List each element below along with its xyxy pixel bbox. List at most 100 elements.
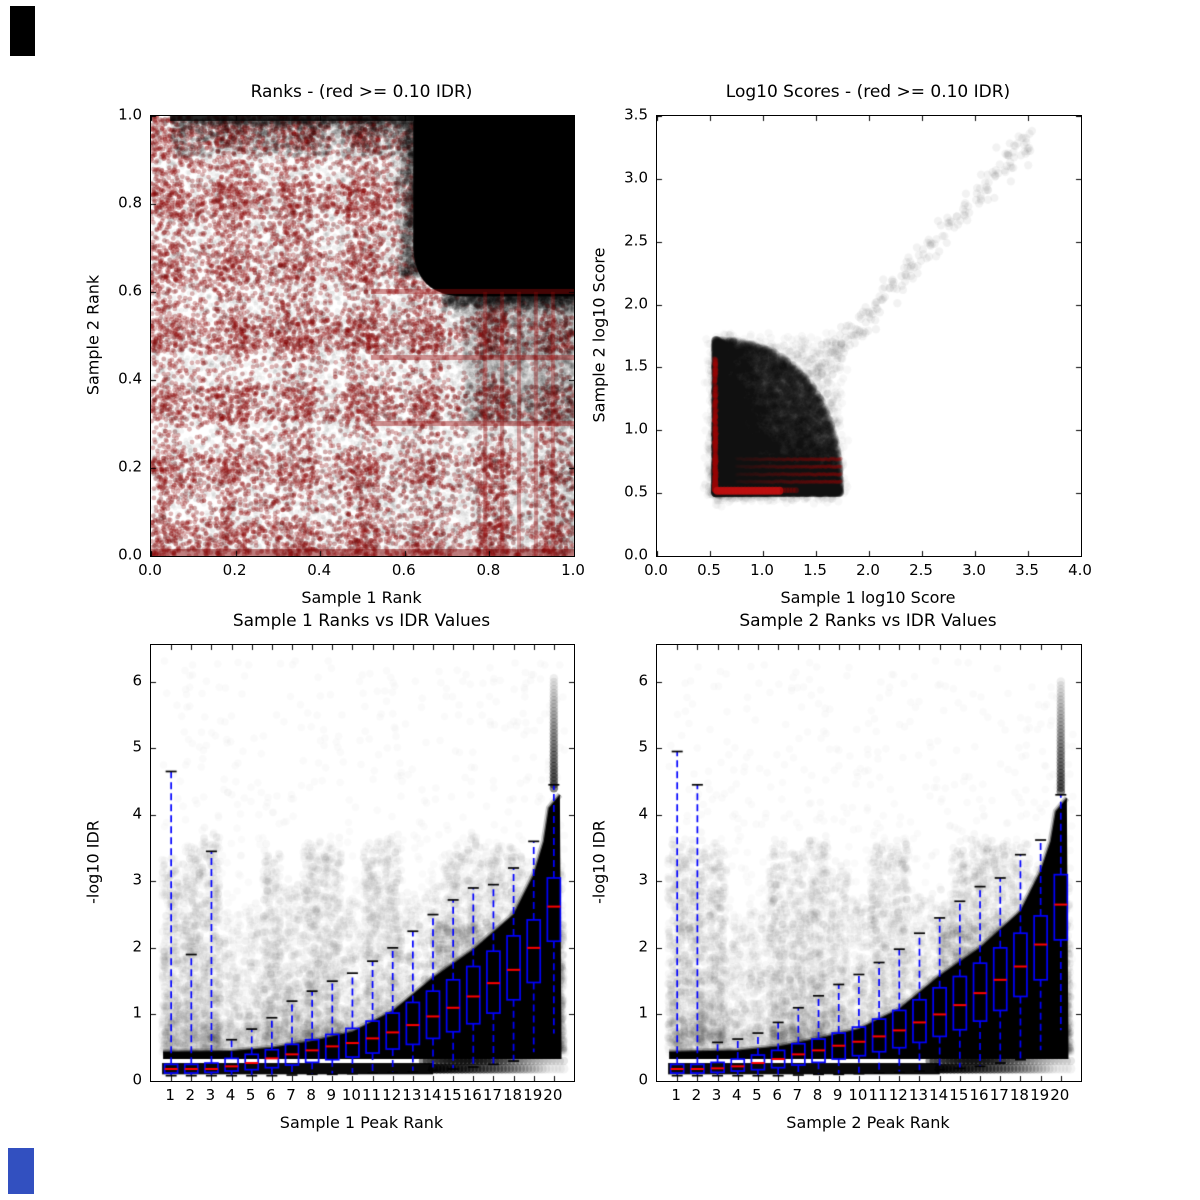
x-tick-label: 6: [266, 1086, 276, 1104]
x-tick-label: 14: [929, 1086, 949, 1104]
y-axis-label: -log10 IDR: [589, 820, 609, 904]
x-tick-label: 11: [362, 1086, 382, 1104]
y-tick-label: 0.5: [624, 482, 648, 501]
x-tick-label: 10: [341, 1086, 361, 1104]
x-tick-label: 1.0: [750, 561, 774, 579]
x-tick-label: 3: [205, 1086, 216, 1104]
y-tick-label: 1.0: [118, 105, 142, 124]
x-tick-label: 9: [326, 1086, 337, 1104]
y-tick-label: 3: [132, 870, 142, 889]
y-tick-label: 0.0: [624, 545, 648, 564]
x-tick-label: 1.0: [561, 561, 585, 579]
sample2-idr-boxplot-canvas: [656, 644, 1082, 1082]
plot-scores-scatter: Log10 Scores - (red >= 0.10 IDR) Sample …: [590, 82, 1092, 607]
plot-title: Ranks - (red >= 0.10 IDR): [250, 82, 473, 102]
x-tick-label: 16: [462, 1086, 482, 1104]
x-tick-label: 8: [812, 1086, 823, 1104]
x-tick-label: 20: [543, 1086, 563, 1104]
x-tick-label: 5: [752, 1086, 762, 1104]
x-tick-label: 7: [286, 1086, 296, 1104]
x-tick-label: 20: [1050, 1086, 1070, 1104]
y-tick-label: 4: [132, 804, 142, 823]
y-axis-label: Sample 2 Rank: [83, 274, 103, 396]
x-tick-label: 4: [225, 1086, 236, 1104]
x-tick-label: 19: [523, 1086, 543, 1104]
y-tick-label: 5: [638, 737, 648, 756]
ranks-scatter-canvas: [150, 115, 575, 557]
y-tick-label: 3: [638, 870, 648, 889]
x-tick-label: 17: [989, 1086, 1009, 1104]
plot-sample1-idr-boxplot: Sample 1 Ranks vs IDR Values -log10 IDR …: [84, 611, 575, 1132]
scores-scatter-canvas: [656, 115, 1082, 557]
y-tick-label: 1.0: [624, 419, 648, 438]
top-left-black-swatch: [10, 6, 35, 56]
sample1-idr-boxplot-canvas: [150, 644, 575, 1082]
bottom-left-blue-swatch: [8, 1148, 34, 1194]
y-tick-label: 0.2: [118, 457, 142, 476]
x-tick-label: 3.5: [1015, 561, 1039, 579]
x-tick-label: 2: [691, 1086, 702, 1104]
y-tick-label: 3.0: [624, 168, 648, 187]
y-tick-label: 6: [132, 671, 142, 690]
x-tick-label: 18: [503, 1086, 523, 1104]
plot-sample2-idr-boxplot: Sample 2 Ranks vs IDR Values -log10 IDR …: [590, 611, 1082, 1132]
y-tick-label: 0.6: [118, 281, 142, 300]
x-tick-label: 4: [731, 1086, 742, 1104]
x-axis-label: Sample 2 Peak Rank: [786, 1113, 950, 1132]
x-tick-label: 5: [245, 1086, 256, 1104]
x-tick-label: 19: [1030, 1086, 1050, 1104]
x-tick-label: 0.8: [476, 561, 501, 579]
x-tick-label: 0.2: [222, 561, 247, 579]
y-tick-label: 4: [638, 804, 648, 823]
y-tick-label: 1.5: [624, 356, 648, 375]
y-tick-label: 1: [132, 1003, 142, 1022]
x-tick-label: 8: [306, 1086, 316, 1104]
x-tick-label: 15: [442, 1086, 462, 1104]
y-tick-label: 3.5: [624, 105, 648, 124]
x-tick-label: 18: [1009, 1086, 1029, 1104]
x-tick-label: 1: [165, 1086, 175, 1104]
y-tick-label: 0.0: [118, 545, 142, 564]
x-tick-label: 0.0: [138, 561, 162, 579]
y-tick-label: 2: [132, 937, 142, 956]
plot-ranks-scatter: Ranks - (red >= 0.10 IDR) Sample 2 Rank …: [84, 82, 585, 607]
x-tick-label: 0.5: [697, 561, 721, 579]
x-tick-label: 1.5: [803, 561, 827, 579]
x-axis-label: Sample 1 Rank: [301, 588, 422, 607]
x-tick-label: 14: [422, 1086, 442, 1104]
y-tick-label: 0.4: [118, 369, 142, 388]
y-tick-label: 6: [638, 671, 648, 690]
plot-title: Sample 1 Ranks vs IDR Values: [232, 611, 491, 631]
x-tick-label: 9: [832, 1086, 843, 1104]
y-axis-label: Sample 2 log10 Score: [589, 247, 609, 423]
y-tick-label: 1: [638, 1003, 648, 1022]
x-tick-label: 0.4: [307, 561, 332, 579]
x-tick-label: 16: [969, 1086, 989, 1104]
y-tick-label: 5: [132, 737, 142, 756]
x-tick-label: 2.5: [909, 561, 933, 579]
x-tick-label: 4.0: [1068, 561, 1092, 579]
y-tick-label: 0: [132, 1070, 142, 1089]
x-tick-label: 0.6: [391, 561, 416, 579]
x-tick-label: 10: [848, 1086, 868, 1104]
x-axis-label: Sample 1 Peak Rank: [279, 1113, 444, 1132]
x-tick-label: 12: [888, 1086, 908, 1104]
y-tick-label: 0: [638, 1070, 648, 1089]
x-tick-label: 7: [792, 1086, 803, 1104]
x-tick-label: 1: [671, 1086, 681, 1104]
plot-title: Log10 Scores - (red >= 0.10 IDR): [725, 82, 1011, 102]
x-tick-label: 13: [908, 1086, 929, 1104]
y-tick-label: 0.8: [118, 193, 142, 212]
x-tick-label: 2.0: [856, 561, 880, 579]
x-tick-label: 15: [949, 1086, 969, 1104]
x-tick-label: 6: [772, 1086, 782, 1104]
y-tick-label: 2.0: [624, 294, 648, 313]
y-tick-label: 2.5: [624, 231, 648, 250]
y-axis-label: -log10 IDR: [83, 820, 103, 904]
x-tick-label: 2: [185, 1086, 196, 1104]
x-tick-label: 3.0: [962, 561, 986, 579]
x-tick-label: 11: [868, 1086, 888, 1104]
x-axis-label: Sample 1 log10 Score: [780, 588, 956, 607]
x-tick-label: 13: [402, 1086, 422, 1104]
